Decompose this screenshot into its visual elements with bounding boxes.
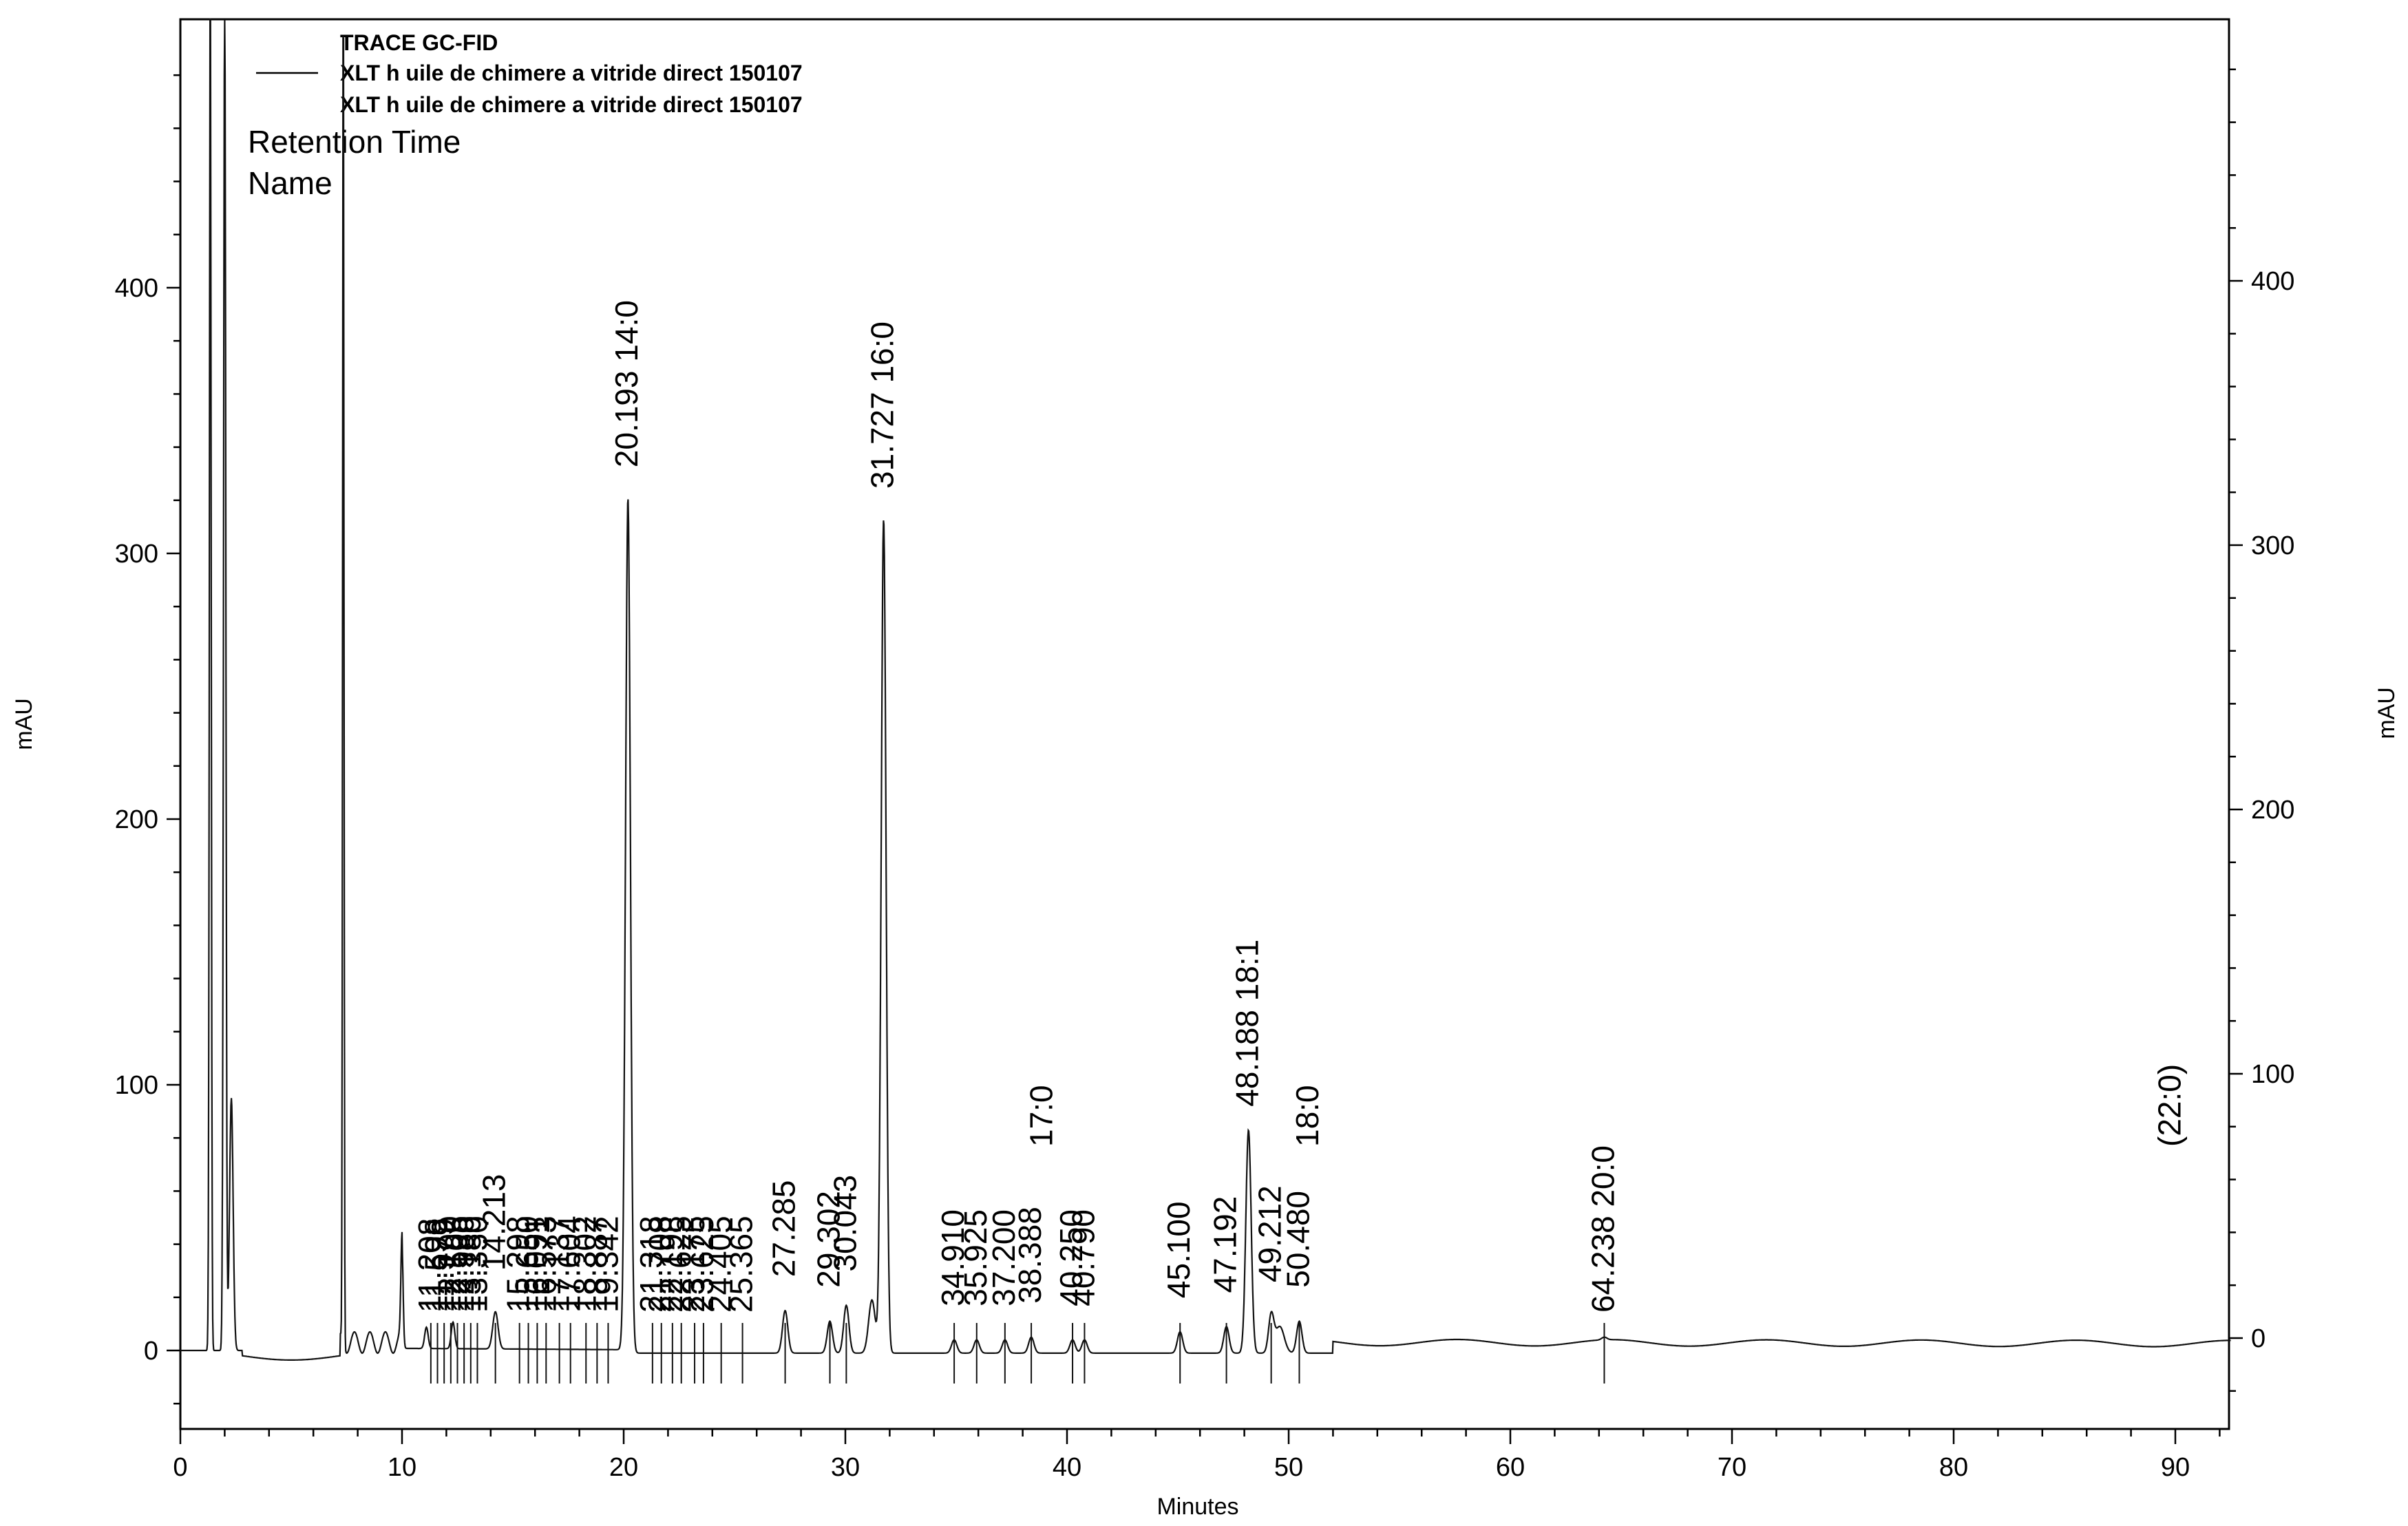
peak-label-23.2: 23.175 (675, 1216, 711, 1313)
peak-label-40.79: 40.790 (1065, 1209, 1101, 1306)
peak-label-15.3: 15.298 (500, 1216, 536, 1313)
peak-label-16.1: 16.091 (518, 1216, 553, 1313)
peak-label-25.36: 25.365 (724, 1216, 759, 1313)
peak-label-14.213: 14.213 (476, 1174, 512, 1271)
x-tick-label-70: 70 (1718, 1453, 1746, 1482)
peak-label-13.4: 13.350 (458, 1216, 494, 1313)
x-tick-label-50: 50 (1274, 1453, 1303, 1482)
legend-retention-time: Retention Time (248, 124, 461, 160)
trace-layer (180, 18, 2231, 1361)
peak-label-11.3: 11.208 (412, 1218, 447, 1313)
y-tick-label-right-100: 100 (2251, 1060, 2294, 1089)
x-tick-label-80: 80 (1939, 1453, 1968, 1482)
legend-series-name-2: XLT h uile de chimere a vitride direct 1… (340, 92, 803, 117)
peak-label-17.1: 17.137 (540, 1216, 576, 1313)
y-tick-label-left-200: 200 (115, 805, 158, 834)
legend-name: Name (248, 165, 332, 201)
y-tick-label-right-0: 0 (2251, 1324, 2266, 1353)
peak-label-45.1: 45.100 (1161, 1201, 1196, 1298)
legend: TRACE GC-FID XLT h uile de chimere a vit… (248, 30, 803, 201)
peak-label-19.3: 19.342 (589, 1216, 625, 1313)
x-tick-label-20: 20 (609, 1453, 638, 1482)
peak-label-50.9: 18:0 (1289, 1085, 1325, 1147)
chromatogram-trace (180, 18, 2231, 1361)
x-tick-label-40: 40 (1053, 1453, 1081, 1482)
y-tick-label-left-100: 100 (115, 1071, 158, 1100)
peak-label-22.6: 22.625 (662, 1216, 698, 1313)
peak-label-16.5: 16.573 (527, 1216, 562, 1313)
y-tick-label-left-300: 300 (115, 540, 158, 569)
peak-label-47.192: 47.192 (1207, 1196, 1243, 1293)
peak-label-89.8: (22:0) (2152, 1064, 2188, 1147)
peak-label-34.91: 34.910 (935, 1209, 971, 1306)
peak-label-22.2: 22.198 (653, 1216, 689, 1313)
peak-label-50.48: 50.480 (1280, 1191, 1316, 1288)
x-tick-label-60: 60 (1496, 1453, 1525, 1482)
peak-label-17.6: 17.604 (551, 1216, 587, 1313)
peak-label-13.1: 13.180 (452, 1216, 487, 1313)
peak-label-30.043: 30.043 (827, 1175, 863, 1272)
x-tick-label-90: 90 (2161, 1453, 2190, 1482)
peak-label-23.6: 23.625 (684, 1216, 720, 1313)
peak-label-27.285: 27.285 (766, 1180, 802, 1277)
legend-series-name: XLT h uile de chimere a vitride direct 1… (340, 61, 803, 85)
peak-label-48.188: 48.188 18:1 (1229, 940, 1265, 1107)
peak-label-31.727: 31.727 16:0 (865, 321, 900, 489)
y-tick-label-right-300: 300 (2251, 531, 2294, 560)
x-axis-title: Minutes (1157, 1494, 1238, 1520)
y-tick-label-left-400: 400 (115, 274, 158, 303)
peak-label-38.388: 38.388 (1012, 1207, 1048, 1304)
peak-label-20.193: 20.193 14:0 (609, 300, 644, 467)
peak-label-29.302: 29.302 (811, 1191, 847, 1288)
peak-label-64.238: 64.238 20:0 (1585, 1145, 1621, 1313)
peak-label-21.3: 21.318 (633, 1216, 669, 1313)
x-tick-label-0: 0 (173, 1453, 187, 1482)
peak-label-12.8: 12.980 (445, 1216, 480, 1313)
peak-label-12.2: 12.190 (432, 1216, 467, 1313)
peak-label-37.2: 37.200 (986, 1209, 1022, 1306)
y-axis-title-right: mAU (2374, 687, 2400, 739)
x-tick-label-10: 10 (388, 1453, 416, 1482)
legend-header: TRACE GC-FID (340, 30, 498, 55)
peak-label-38.9: 17:0 (1024, 1085, 1059, 1147)
peak-labels: 20.193 14:0 31.727 16:0 48.188 18:1 14.213 2… (412, 300, 2188, 1313)
ticks-layer: 0 10 20 30 40 50 60 70 80 90 0 100 200 300 400 0 100 200 3… (115, 68, 2294, 1482)
y-tick-label-left-0: 0 (144, 1337, 158, 1366)
x-tick-label-30: 30 (831, 1453, 860, 1482)
peak-label-24.4: 24.405 (702, 1216, 738, 1313)
peak-label-49.212: 49.212 (1252, 1185, 1288, 1282)
peak-label-15.7: 15.650 (509, 1216, 545, 1313)
plot-frame (179, 18, 2230, 1430)
peak-label-11.9: 11.979 (425, 1218, 461, 1313)
peak-label-40.25: 40.250 (1053, 1209, 1089, 1306)
y-axis-title-left: mAU (11, 698, 37, 750)
peak-label-35.925: 35.925 (958, 1209, 993, 1306)
peak-label-18.3: 18.302 (567, 1216, 602, 1313)
baseline-markers (430, 1323, 1605, 1384)
peak-label-12.5: 12.505 (439, 1216, 474, 1313)
peak-label-21.7: 21.708 (642, 1216, 678, 1313)
peak-label-11.6: 11.598 (419, 1218, 454, 1313)
y-tick-label-right-200: 200 (2251, 796, 2294, 825)
peak-label-18.8: 18.887 (578, 1216, 613, 1313)
y-tick-label-right-400: 400 (2251, 267, 2294, 296)
